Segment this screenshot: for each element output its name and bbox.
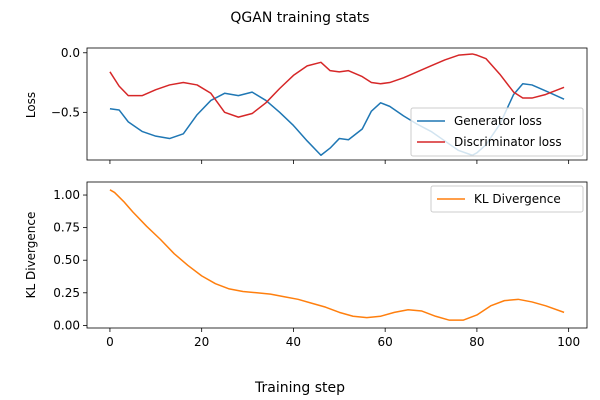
kl-x-tick-label: 20 xyxy=(194,335,209,349)
kl-divergence-line xyxy=(109,189,565,321)
kl-x-tick-label: 80 xyxy=(469,335,484,349)
kl-y-tick-label: 0.50 xyxy=(53,253,80,267)
kl-panel: 0 20 40 60 80 100 0.00 0.25 0.50 0.75 1.00 KL Diver… xyxy=(24,181,588,349)
shared-x-axis-label: Training step xyxy=(254,380,345,396)
discriminator-loss-line xyxy=(109,53,565,118)
loss-legend-box xyxy=(410,107,584,157)
kl-axes-frame xyxy=(86,181,588,329)
loss-y-tick-label: −0.5 xyxy=(51,105,80,119)
kl-y-tick-label: 0.25 xyxy=(53,286,80,300)
kl-y-tick-label: 0.75 xyxy=(53,221,80,235)
kl-plot-marks: 0 20 40 60 80 100 0.00 0.25 0.50 0.75 1.00 KL Diver… xyxy=(53,181,588,349)
loss-axes-frame xyxy=(86,47,588,161)
kl-y-tick-label: 0.00 xyxy=(53,318,80,332)
figure-title: QGAN training stats xyxy=(230,10,369,26)
loss-y-axis-label: Loss xyxy=(24,92,38,118)
loss-plot-marks: 0.0 −0.5 Generator loss Discriminator loss xyxy=(51,46,588,164)
kl-y-axis-label: KL Divergence xyxy=(24,212,38,299)
kl-x-tick-label: 0 xyxy=(106,335,114,349)
kl-divergence-legend-label: KL Divergence xyxy=(474,192,561,206)
loss-legend: Generator loss Discriminator loss xyxy=(410,107,584,157)
generator-loss-legend-label: Generator loss xyxy=(454,114,542,128)
kl-legend-box xyxy=(430,185,584,213)
kl-legend: KL Divergence xyxy=(430,185,584,213)
kl-x-tick-label: 40 xyxy=(286,335,301,349)
kl-x-tick-label: 60 xyxy=(378,335,393,349)
kl-y-tick-label: 1.00 xyxy=(53,188,80,202)
kl-x-tick-label: 100 xyxy=(557,335,580,349)
discriminator-loss-legend-label: Discriminator loss xyxy=(454,135,562,149)
loss-y-tick-label: 0.0 xyxy=(61,46,80,60)
